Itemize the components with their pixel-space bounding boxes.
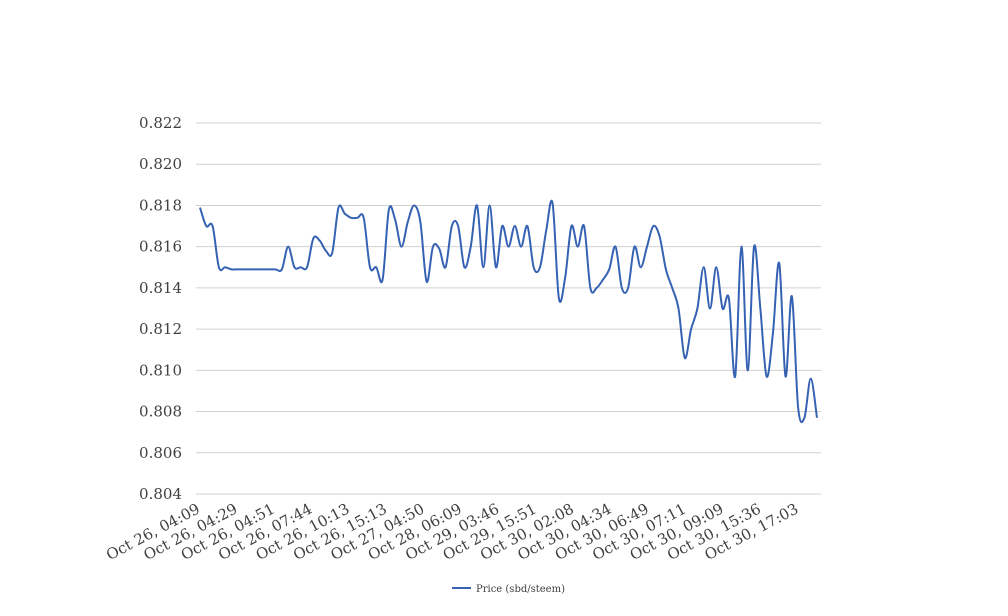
y-tick-label: 0.804 [139,485,182,503]
y-tick-label: 0.812 [139,320,182,338]
y-tick-label: 0.814 [139,279,182,297]
legend-label: Price (sbd/steem) [476,584,565,595]
gridlines [196,122,821,495]
y-tick-label: 0.820 [139,155,182,173]
y-tick-label: 0.810 [139,361,182,379]
y-axis-ticks: 0.804 0.806 0.808 0.810 0.812 0.814 0.816 0.818… [139,114,182,503]
y-tick-label: 0.806 [139,444,182,462]
y-tick-label: 0.822 [139,114,182,132]
y-tick-label: 0.808 [139,403,182,421]
y-tick-label: 0.818 [139,196,182,214]
legend: Price (sbd/steem) [452,584,565,595]
series-group [199,199,818,423]
y-tick-label: 0.816 [139,238,182,256]
series-line [199,199,818,423]
